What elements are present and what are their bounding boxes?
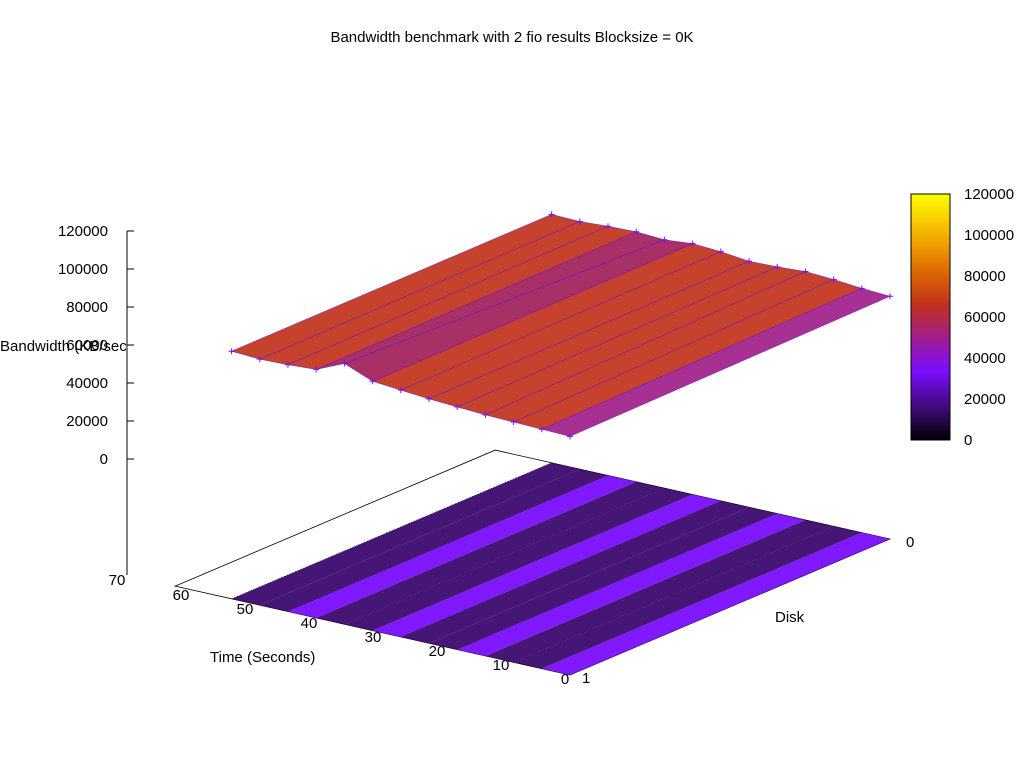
data-point-marker [510, 419, 517, 426]
data-point-marker [717, 248, 724, 255]
floor-cell [485, 519, 834, 663]
data-point-marker [774, 263, 781, 270]
data-point-marker [567, 433, 573, 440]
data-point-marker [858, 285, 865, 292]
data-point-marker [887, 293, 893, 300]
z-tick-label: 0 [99, 451, 108, 468]
data-point-marker [661, 236, 668, 243]
floor-cell [541, 532, 890, 675]
floor-cell [288, 475, 637, 618]
floor-gridline [231, 462, 552, 600]
z-tick-label: 20000 [66, 413, 108, 430]
x-tick-label: 20 [428, 643, 446, 660]
colorbar-tick-label: 80000 [964, 268, 1006, 285]
x-axis-label: Time (Seconds) [210, 649, 316, 666]
data-point-marker [538, 426, 545, 433]
y-axis-label: Disk [775, 609, 805, 626]
x-tick-label: 10 [492, 657, 510, 674]
floor-cell [400, 500, 749, 644]
data-point-marker [802, 268, 809, 275]
base-projection-layer [231, 462, 890, 675]
z-tick-label: 100000 [57, 261, 108, 278]
data-point-marker [689, 240, 696, 247]
surface-layer [228, 211, 893, 440]
data-point-marker [482, 411, 489, 418]
data-point-marker [426, 395, 432, 402]
z-tick-label: 80000 [66, 299, 108, 316]
x-tick-label: 30 [364, 629, 382, 646]
data-point-marker [746, 258, 752, 265]
floor-cell [259, 469, 608, 612]
colorbar-tick-label: 20000 [964, 391, 1006, 408]
chart-title: Bandwidth benchmark with 2 fio results B… [330, 29, 694, 46]
colorbar-tick-label: 0 [964, 432, 973, 449]
x-tick-label: 50 [236, 601, 254, 618]
colorbar-tick-label: 60000 [964, 309, 1006, 326]
data-point-marker [548, 211, 555, 218]
data-point-marker [454, 403, 461, 410]
colorbar-tick-label: 100000 [964, 227, 1015, 244]
floor-cell [344, 488, 693, 631]
colorbar-tick-label: 120000 [964, 186, 1015, 203]
data-point-marker [397, 387, 404, 394]
data-point-marker [341, 360, 348, 367]
data-point-marker [830, 276, 837, 283]
data-point-marker [576, 218, 583, 225]
floor-cell [429, 507, 778, 650]
data-point-marker [369, 378, 376, 385]
z-tick-label: 60000 [66, 337, 108, 354]
z-tick-label: 120000 [57, 223, 108, 240]
x-tick-label: 70 [108, 572, 126, 589]
x-tick-label: 40 [300, 615, 318, 632]
floor-cell [316, 481, 665, 625]
data-point-marker [228, 348, 235, 355]
data-point-marker [633, 228, 640, 235]
data-point-marker [256, 356, 263, 363]
floor-cell [231, 462, 580, 606]
y-tick-label: 1 [582, 670, 591, 687]
floor-cell [513, 526, 862, 669]
data-point-marker [605, 223, 611, 230]
x-tick-label: 60 [172, 587, 190, 604]
z-tick-label: 40000 [66, 375, 108, 392]
floor-cell [457, 513, 806, 656]
z-axis-label: Bandwidth (KB/sec) [0, 339, 126, 354]
data-point-marker [285, 361, 291, 368]
colorbar-tick-label: 40000 [964, 350, 1006, 367]
x-tick-label: 0 [560, 671, 570, 688]
floor-cell [372, 494, 721, 637]
colorbar [910, 193, 951, 441]
data-point-marker [313, 366, 320, 373]
y-tick-label: 0 [906, 534, 915, 551]
